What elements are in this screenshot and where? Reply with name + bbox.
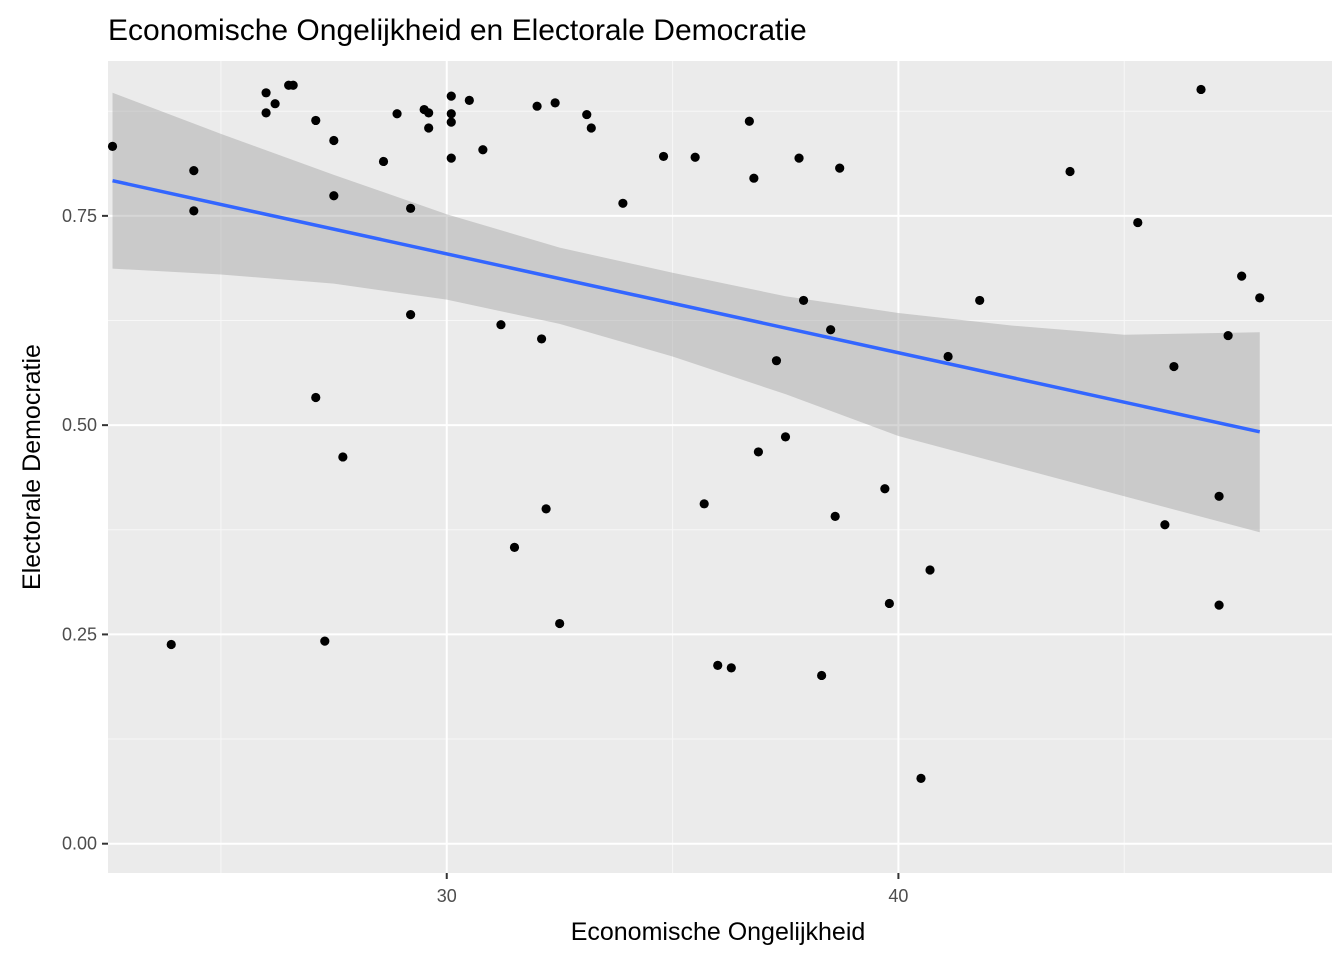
data-point	[329, 191, 339, 201]
x-tick-label: 40	[888, 886, 908, 906]
data-point	[586, 123, 596, 133]
x-axis-title: Economische Ongelijkheid	[571, 918, 866, 946]
data-point	[509, 542, 520, 552]
data-point	[817, 670, 827, 681]
data-point	[699, 499, 709, 509]
data-point	[311, 392, 321, 403]
data-point	[835, 163, 845, 173]
data-point	[826, 325, 836, 335]
data-point	[446, 153, 456, 163]
data-point	[406, 203, 416, 213]
data-point	[329, 135, 339, 146]
data-point	[392, 109, 402, 119]
x-tick-label: 30	[437, 886, 457, 906]
data-point	[1196, 84, 1206, 95]
data-point	[880, 484, 890, 494]
data-point	[166, 639, 176, 650]
data-point	[975, 295, 985, 306]
data-point	[320, 636, 330, 646]
y-tick-label: 0.00	[62, 834, 97, 854]
data-point	[541, 504, 551, 514]
data-point	[1237, 271, 1247, 281]
data-point	[1160, 520, 1170, 530]
data-point	[749, 173, 759, 183]
data-point	[496, 320, 506, 330]
data-point	[536, 334, 547, 344]
data-point	[406, 310, 416, 320]
data-point	[424, 108, 434, 118]
y-tick-label: 0.75	[62, 206, 97, 226]
data-point	[1133, 217, 1143, 228]
data-point	[713, 660, 723, 670]
data-point	[744, 116, 754, 126]
data-point	[555, 618, 565, 629]
data-point	[261, 88, 271, 98]
data-point	[446, 91, 456, 101]
confidence-band	[112, 92, 1260, 533]
data-point	[446, 109, 456, 119]
regression-line	[112, 178, 1261, 434]
data-point	[311, 115, 321, 126]
data-point	[189, 166, 199, 176]
data-point	[478, 145, 488, 155]
data-point	[582, 109, 592, 120]
y-axis-title: Electorale Democratie	[18, 344, 46, 590]
plot-panel	[108, 61, 1332, 873]
data-point	[1223, 330, 1233, 341]
data-point	[1169, 361, 1179, 372]
x-axis-ticks: 30 40	[437, 873, 908, 906]
data-point	[338, 452, 348, 462]
data-point	[1214, 491, 1224, 501]
chart-title: Economische Ongelijkheid en Electorale D…	[108, 14, 807, 47]
data-point	[1214, 600, 1224, 610]
data-point	[916, 773, 926, 784]
data-point	[794, 153, 804, 163]
data-point	[798, 295, 809, 306]
data-point	[288, 80, 298, 90]
data-point	[658, 151, 669, 162]
data-point	[189, 206, 199, 216]
data-point	[550, 98, 560, 108]
data-point	[726, 663, 736, 673]
data-point	[261, 108, 271, 118]
y-axis-ticks: 0.00 0.25 0.50 0.75	[62, 206, 108, 854]
data-point	[690, 152, 700, 162]
data-point	[771, 356, 782, 366]
major-gridlines	[108, 61, 1332, 873]
data-point	[378, 156, 389, 167]
data-point	[943, 351, 953, 362]
data-point	[884, 598, 894, 609]
data-point	[925, 565, 935, 575]
data-point	[446, 117, 456, 127]
data-point	[1065, 166, 1075, 177]
minor-gridlines	[108, 61, 1332, 873]
data-point	[464, 95, 474, 105]
data-point	[270, 99, 280, 109]
data-point	[830, 511, 840, 521]
data-point	[780, 432, 791, 442]
y-tick-label: 0.25	[62, 624, 97, 644]
data-point	[753, 447, 763, 457]
data-point	[107, 141, 118, 151]
data-point	[1255, 293, 1265, 303]
data-point	[532, 101, 542, 111]
data-points	[107, 80, 1265, 784]
data-point	[424, 123, 434, 133]
data-point	[618, 198, 628, 208]
y-tick-label: 0.50	[62, 415, 97, 435]
